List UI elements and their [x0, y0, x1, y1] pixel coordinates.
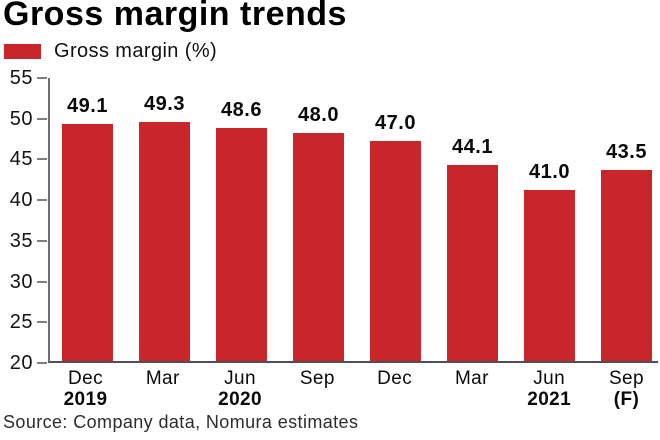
- legend-label: Gross margin (%): [54, 40, 218, 62]
- bar-column: 49.1: [62, 78, 113, 361]
- bar-column: 48.6: [216, 78, 267, 361]
- x-tick-label: Dec 2019: [63, 368, 108, 410]
- y-tick-mark: [37, 280, 47, 283]
- y-tick-mark: [37, 117, 47, 120]
- y-tick-label: 40: [9, 189, 33, 212]
- x-axis-labels: Dec 2019 Mar Jun 2020 Sep Dec Mar Jun 2021 Sep (F): [48, 368, 658, 410]
- chart-title: Gross margin trends: [3, 0, 347, 33]
- bar-column: 44.1: [447, 78, 498, 361]
- y-tick-mark: [37, 362, 47, 364]
- bar: [447, 164, 498, 361]
- y-axis: 55 50 45 40 35 30 25 20: [0, 67, 48, 374]
- bar: [139, 122, 190, 361]
- bar-value-label: 49.3: [144, 93, 185, 116]
- bar-column: 47.0: [370, 78, 421, 361]
- y-tick-label: 20: [9, 352, 33, 374]
- source-note: Source: Company data, Nomura estimates: [3, 412, 359, 432]
- y-tick-mark: [37, 239, 47, 242]
- bar-column: 48.0: [293, 78, 344, 361]
- x-tick-label: Mar: [145, 368, 180, 389]
- bar-value-label: 47.0: [375, 112, 416, 135]
- y-tick-label: 50: [9, 107, 33, 130]
- bar-chart: 55 50 45 40 35 30 25 20 49.1 49.3 48.6 48.0 47.0 44.…: [0, 67, 660, 410]
- bar-column: 49.3: [139, 78, 190, 361]
- y-tick-label: 30: [9, 270, 33, 293]
- x-tick-label: Dec: [377, 368, 413, 389]
- y-tick-label: 25: [9, 311, 33, 334]
- bar: [216, 128, 267, 361]
- bar: [62, 124, 113, 361]
- bar-column: 41.0: [524, 78, 575, 361]
- plot-area: 49.1 49.3 48.6 48.0 47.0 44.1 41.0 43.5: [48, 78, 658, 363]
- y-tick-mark: [37, 158, 47, 161]
- y-tick-label: 35: [9, 229, 33, 252]
- y-tick-mark: [37, 77, 47, 79]
- legend: Gross margin (%): [4, 40, 217, 63]
- bar: [293, 133, 344, 361]
- y-tick-mark: [37, 321, 47, 324]
- bar: [370, 141, 421, 361]
- bar-column: 43.5: [601, 78, 652, 361]
- bar-value-label: 44.1: [452, 135, 493, 158]
- x-tick-label: Jun 2020: [218, 368, 262, 410]
- x-tick-label: Jun 2021: [527, 368, 572, 410]
- y-tick-label: 55: [9, 67, 33, 89]
- x-tick-label: Mar: [454, 368, 489, 389]
- bar: [524, 190, 575, 361]
- bar: [601, 169, 652, 361]
- bar-value-label: 48.6: [221, 99, 262, 122]
- legend-swatch-icon: [4, 44, 41, 59]
- bar-value-label: 49.1: [67, 95, 108, 117]
- y-tick-mark: [37, 199, 47, 202]
- x-tick-label: Sep: [299, 368, 335, 389]
- y-tick-label: 45: [9, 148, 33, 171]
- bar-value-label: 41.0: [529, 161, 570, 183]
- x-tick-label: Sep (F): [608, 368, 644, 410]
- bar-value-label: 48.0: [298, 104, 339, 126]
- bar-value-label: 43.5: [606, 140, 647, 163]
